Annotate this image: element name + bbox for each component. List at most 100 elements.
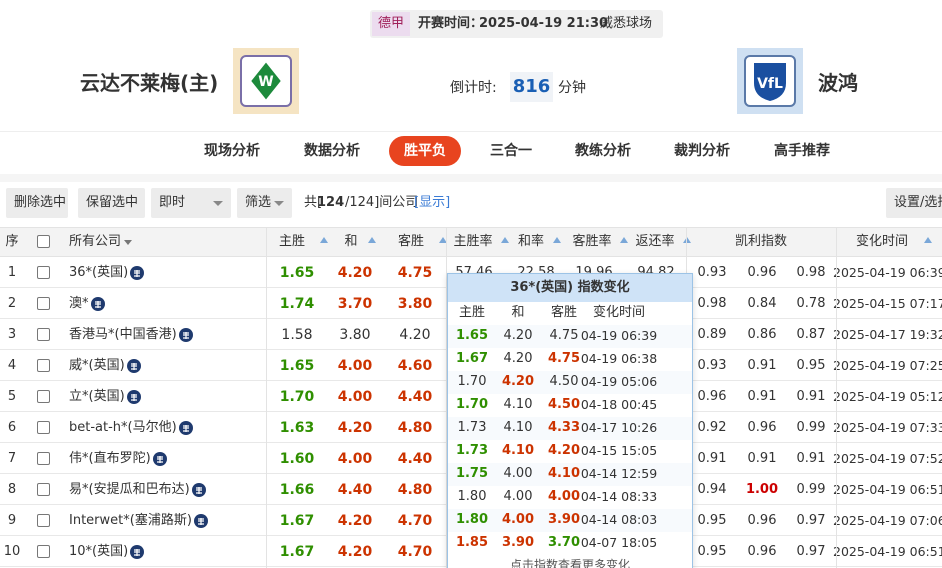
row-checkbox[interactable] — [37, 265, 50, 279]
company-icon[interactable] — [153, 451, 167, 466]
company-name[interactable]: 伟*(直布罗陀) — [69, 450, 151, 466]
kelly-value: 0.95 — [697, 512, 727, 528]
table-header — [0, 227, 942, 257]
column-header[interactable]: 客胜率 — [572, 234, 612, 249]
company-name[interactable]: 立*(英国) — [69, 388, 125, 404]
column-header[interactable]: 和率 — [517, 234, 544, 249]
company-icon[interactable] — [91, 296, 105, 311]
odds-value[interactable]: 4.40 — [337, 481, 373, 498]
column-header[interactable]: 客胜 — [397, 234, 424, 249]
odds-value[interactable]: 3.80 — [397, 295, 433, 312]
company-icon[interactable] — [179, 420, 193, 435]
odds-value[interactable]: 4.40 — [397, 450, 433, 467]
odds-value[interactable]: 4.80 — [397, 481, 433, 498]
odds-value[interactable]: 1.67 — [279, 512, 315, 529]
nav-tab[interactable]: 三合一 — [490, 143, 532, 159]
odds-value[interactable]: 3.70 — [337, 295, 373, 312]
company-name[interactable]: 36*(英国) — [69, 264, 129, 280]
odds-value[interactable]: 1.58 — [281, 326, 313, 343]
column-header[interactable]: 主胜率 — [453, 234, 493, 249]
company-name[interactable]: 10*(英国) — [69, 543, 129, 559]
odds-value[interactable]: 4.20 — [399, 326, 431, 343]
change-time: 2025-04-19 07:52 — [833, 450, 942, 466]
odds-value[interactable]: 1.63 — [279, 419, 315, 436]
odds-value[interactable]: 1.65 — [279, 264, 315, 281]
odds-value[interactable]: 1.66 — [279, 481, 315, 498]
kickoff-time: 2025-04-19 21:30 — [479, 16, 609, 31]
row-number: 3 — [7, 326, 17, 342]
header-checkbox[interactable] — [37, 235, 50, 248]
row-number: 1 — [7, 264, 17, 280]
odds-value[interactable]: 4.75 — [397, 264, 433, 281]
row-checkbox[interactable] — [37, 482, 50, 496]
row-checkbox[interactable] — [37, 420, 50, 434]
popup-footer[interactable]: 点击指数查看更多变化 — [509, 558, 630, 568]
popup-odds: 4.75 — [547, 351, 581, 366]
row-checkbox[interactable] — [37, 451, 50, 465]
toolbar-button[interactable]: 筛选 — [237, 188, 292, 218]
nav-tab[interactable]: 高手推荐 — [774, 143, 830, 159]
company-icon[interactable] — [127, 358, 141, 373]
company-icon[interactable] — [179, 327, 193, 342]
popup-odds: 4.00 — [501, 512, 535, 527]
row-checkbox[interactable] — [37, 327, 50, 341]
nav-tab[interactable]: 胜平负 — [404, 143, 446, 159]
odds-value[interactable]: 4.80 — [397, 419, 433, 436]
column-header[interactable]: 返还率 — [635, 234, 675, 249]
row-checkbox[interactable] — [37, 389, 50, 403]
popup-odds: 1.65 — [455, 328, 489, 343]
odds-value[interactable]: 1.60 — [279, 450, 315, 467]
row-checkbox[interactable] — [37, 296, 50, 310]
kelly-value: 0.96 — [747, 512, 777, 528]
away-team: 波鸿 — [818, 71, 858, 95]
company-name[interactable]: Interwet*(塞浦路斯) — [69, 512, 192, 528]
company-icon[interactable] — [130, 265, 144, 280]
company-icon[interactable] — [192, 482, 206, 497]
company-name[interactable]: bet-at-h*(马尔他) — [69, 419, 177, 435]
popup-odds: 1.73 — [457, 420, 487, 435]
toolbar-button[interactable]: 保留选中 — [78, 188, 145, 218]
company-icon[interactable] — [127, 389, 141, 404]
company-icon[interactable] — [130, 544, 144, 559]
row-checkbox[interactable] — [37, 513, 50, 527]
odds-value[interactable]: 1.70 — [279, 388, 315, 405]
odds-value[interactable]: 4.70 — [397, 543, 433, 560]
company-name[interactable]: 威*(英国) — [69, 357, 125, 373]
toolbar-button[interactable]: 即时 — [151, 188, 231, 218]
odds-value[interactable]: 4.00 — [337, 357, 373, 374]
company-name[interactable]: 易*(安提瓜和巴布达) — [69, 481, 190, 497]
toolbar-button[interactable]: 删除选中 — [6, 188, 68, 218]
popup-row-stripe — [448, 508, 692, 532]
odds-value[interactable]: 4.40 — [397, 388, 433, 405]
nav-tab[interactable]: 裁判分析 — [674, 143, 730, 159]
row-number: 2 — [7, 295, 17, 311]
nav-tab[interactable]: 教练分析 — [575, 143, 631, 159]
nav-tab[interactable]: 数据分析 — [304, 143, 360, 159]
odds-value[interactable]: 4.20 — [337, 512, 373, 529]
odds-value[interactable]: 4.20 — [337, 264, 373, 281]
toolbar-button[interactable]: 设置/选择 — [886, 188, 942, 218]
odds-value[interactable]: 3.80 — [339, 326, 371, 343]
odds-value[interactable]: 4.70 — [397, 512, 433, 529]
column-header[interactable]: 变化时间 — [855, 234, 908, 249]
column-header[interactable]: 所有公司 — [69, 234, 122, 249]
row-checkbox[interactable] — [37, 358, 50, 372]
change-time: 2025-04-15 07:17 — [833, 295, 942, 311]
nav-tab[interactable]: 现场分析 — [204, 143, 260, 159]
nav-tab-active-bg — [389, 136, 461, 166]
column-header[interactable]: 和 — [344, 234, 358, 249]
row-checkbox[interactable] — [37, 544, 50, 558]
show-link[interactable]: [显示] — [414, 195, 451, 210]
odds-value[interactable]: 4.00 — [337, 388, 373, 405]
odds-value[interactable]: 1.65 — [279, 357, 315, 374]
odds-value[interactable]: 1.67 — [279, 543, 315, 560]
odds-value[interactable]: 4.20 — [337, 543, 373, 560]
column-header[interactable]: 主胜 — [278, 234, 305, 249]
odds-value[interactable]: 4.20 — [337, 419, 373, 436]
odds-value[interactable]: 1.74 — [279, 295, 315, 312]
odds-value[interactable]: 4.00 — [337, 450, 373, 467]
company-name[interactable]: 香港马*(中国香港) — [69, 326, 177, 342]
company-icon[interactable] — [194, 513, 208, 528]
company-name[interactable]: 澳* — [69, 295, 89, 311]
odds-value[interactable]: 4.60 — [397, 357, 433, 374]
